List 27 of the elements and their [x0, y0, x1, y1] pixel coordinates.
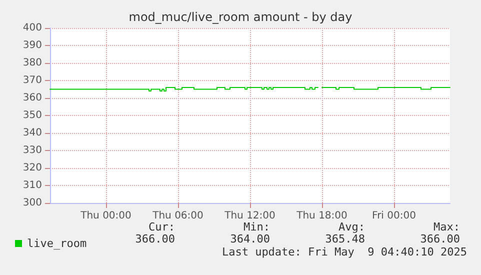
y-tick-label: 340: [22, 128, 42, 138]
x-tick-label: Thu 06:00: [152, 210, 204, 222]
text: Cur:: [148, 220, 175, 234]
y-tick-label: 400: [22, 22, 42, 34]
text: 366.00: [135, 232, 175, 246]
text: 365.48: [325, 232, 365, 246]
x-tick-label: Thu 18:00: [296, 210, 348, 222]
text: Last update: Fri May 9 04:40:10 2025: [222, 246, 467, 258]
x-tick-label: Fri 00:00: [372, 210, 416, 222]
x-tick-label: Thu 12:00: [224, 210, 276, 222]
text: Min:: [244, 220, 270, 234]
text: 364.00: [230, 232, 270, 246]
chart-title: mod_muc/live_room amount - by day: [128, 10, 352, 24]
y-tick-label: 350: [22, 110, 42, 121]
x-tick-label: Thu 00:00: [80, 210, 132, 222]
legend-label: live_room: [27, 237, 87, 250]
y-tick-label: 310: [22, 180, 42, 191]
y-tick-label: 330: [22, 145, 42, 156]
text: Avg:: [338, 220, 365, 234]
text: Max:: [434, 220, 460, 234]
y-tick-label: 320: [22, 162, 42, 174]
y-tick-label: 300: [22, 198, 42, 208]
text: 366.00: [420, 232, 460, 246]
y-tick-label: 380: [22, 58, 42, 68]
y-tick-label: 360: [22, 92, 42, 104]
y-tick-label: 370: [22, 75, 42, 86]
y-tick-label: 390: [22, 40, 42, 51]
